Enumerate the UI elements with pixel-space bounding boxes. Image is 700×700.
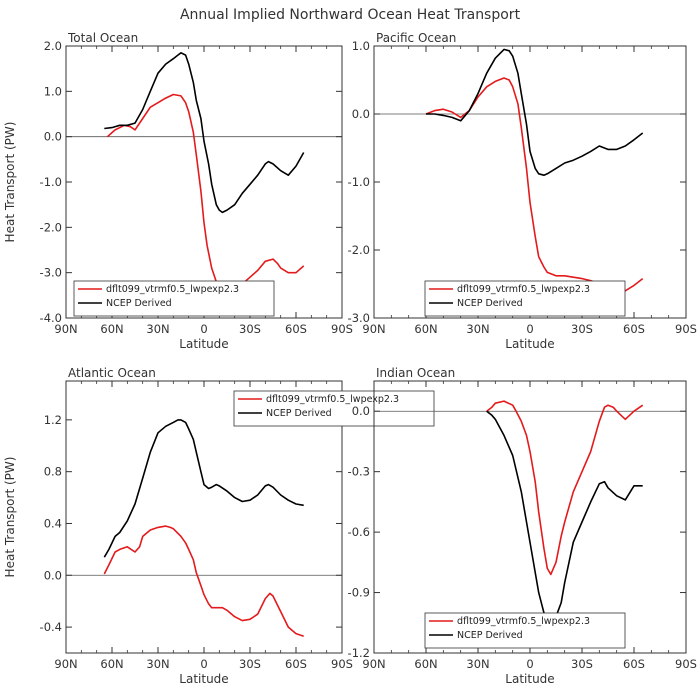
series-line-model <box>486 400 644 576</box>
y-tick-label: -0.3 <box>348 465 370 479</box>
panel-title: Pacific Ocean <box>376 31 456 45</box>
x-tick-label: 0 <box>526 657 533 671</box>
x-tick-label: 90N <box>362 322 385 336</box>
x-tick-label: 90N <box>54 657 77 671</box>
panel-title: Total Ocean <box>67 31 138 45</box>
legend: dflt099_vtrmf0.5_lwpexp2.3 NCEP Derived <box>73 280 275 317</box>
y-tick-label: -3.0 <box>40 266 62 280</box>
legend-box <box>233 390 435 427</box>
x-tick-label: 60S <box>623 322 645 336</box>
legend-entry: dflt099_vtrmf0.5_lwpexp2.3 <box>457 616 590 627</box>
legend-box <box>424 612 626 649</box>
x-axis-label: Latitude <box>505 672 554 686</box>
x-tick-label: 90S <box>675 322 697 336</box>
y-tick-label: -2.0 <box>348 243 370 257</box>
series-line-ncep <box>426 48 644 176</box>
x-tick-label: 90S <box>675 657 697 671</box>
x-tick-label: 30N <box>466 322 489 336</box>
y-tick-label: 1.0 <box>44 84 62 98</box>
legend-entry: dflt099_vtrmf0.5_lwpexp2.3 <box>106 284 239 295</box>
plot-frame <box>65 45 343 319</box>
x-tick-label: 30S <box>239 322 261 336</box>
y-tick-label: 0.0 <box>44 130 62 144</box>
x-tick-label: 30S <box>571 657 593 671</box>
legend-entry: NCEP Derived <box>457 298 523 309</box>
series-line-model <box>425 77 644 294</box>
plot-frame <box>373 45 687 319</box>
legend: dflt099_vtrmf0.5_lwpexp2.3 NCEP Derived <box>424 612 626 649</box>
y-tick-label: 0.8 <box>44 465 62 479</box>
x-tick-label: 30S <box>571 322 593 336</box>
y-tick-label: -0.4 <box>40 620 62 634</box>
legend-box <box>73 280 275 317</box>
y-tick-label: 0.0 <box>352 404 370 418</box>
y-tick-label: -3.0 <box>348 311 370 325</box>
x-axis-label: Latitude <box>505 337 554 351</box>
panel-title: Indian Ocean <box>376 366 455 380</box>
x-tick-label: 60N <box>414 657 437 671</box>
y-tick-label: -4.0 <box>40 311 62 325</box>
panel-pacific: Pacific Ocean 90N 60N 30N 0 30S 60S 90S 1.0 0.0 -1… <box>348 31 697 351</box>
legend-entry: dflt099_vtrmf0.5_lwpexp2.3 <box>457 284 590 295</box>
series-line-ncep <box>103 419 304 558</box>
series-line-model <box>106 93 305 294</box>
y-tick-label: 0.0 <box>44 568 62 582</box>
y-tick-label: 0.0 <box>352 107 370 121</box>
x-tick-label: 90S <box>331 322 353 336</box>
legend-box <box>424 280 626 317</box>
y-tick-label: -1.0 <box>348 175 370 189</box>
x-tick-label: 90S <box>331 657 353 671</box>
x-tick-label: 60N <box>100 322 123 336</box>
x-tick-label: 30N <box>146 657 169 671</box>
x-tick-label: 60S <box>623 657 645 671</box>
x-tick-label: 0 <box>200 322 207 336</box>
x-tick-label: 60N <box>414 322 437 336</box>
panel-title: Atlantic Ocean <box>68 366 156 380</box>
series-line-ncep <box>104 51 305 214</box>
y-tick-label: -0.6 <box>348 525 370 539</box>
y-tick-label: -0.9 <box>348 586 370 600</box>
legend: dflt099_vtrmf0.5_lwpexp2.3 NCEP Derived <box>424 280 626 317</box>
y-axis-label: Heat Transport (PW) <box>3 122 17 243</box>
y-tick-label: 2.0 <box>44 39 62 53</box>
figure-title: Annual Implied Northward Ocean Heat Tran… <box>180 7 521 23</box>
x-tick-label: 90N <box>362 657 385 671</box>
legend-entry: NCEP Derived <box>457 630 523 641</box>
y-tick-label: 1.2 <box>44 413 62 427</box>
y-tick-label: -2.0 <box>40 220 62 234</box>
x-axis-label: Latitude <box>179 672 228 686</box>
panel-atlantic: Atlantic Ocean 90N 60N 30N 0 30S 60S 90S 1.2 0.8 0… <box>3 366 435 686</box>
legend-entry: NCEP Derived <box>106 298 172 309</box>
series-line-model <box>103 525 304 637</box>
x-tick-label: 30N <box>466 657 489 671</box>
y-axis-label: Heat Transport (PW) <box>3 457 17 578</box>
legend-entry: dflt099_vtrmf0.5_lwpexp2.3 <box>266 394 399 405</box>
panel-total: Total Ocean 90N 60N 30N 0 30S 60S 90S 2.0 1.0 0.0 -… <box>3 31 353 351</box>
x-tick-label: 0 <box>200 657 207 671</box>
y-tick-label: -1.0 <box>40 175 62 189</box>
y-tick-label: -1.2 <box>348 646 370 660</box>
x-tick-label: 0 <box>526 322 533 336</box>
legend-entry: NCEP Derived <box>266 408 332 419</box>
y-tick-label: 1.0 <box>352 39 370 53</box>
x-tick-label: 90N <box>54 322 77 336</box>
x-tick-label: 60S <box>285 657 307 671</box>
y-tick-label: 0.4 <box>44 516 62 530</box>
series-line-ncep <box>486 410 643 624</box>
x-tick-label: 60S <box>285 322 307 336</box>
panel-indian: Indian Ocean 90N 60N 30N 0 30S 60S 90S 0.0 -0.3 -0… <box>348 366 697 686</box>
legend: dflt099_vtrmf0.5_lwpexp2.3 NCEP Derived <box>233 390 435 427</box>
x-tick-label: 30S <box>239 657 261 671</box>
x-tick-label: 30N <box>146 322 169 336</box>
x-axis-label: Latitude <box>179 337 228 351</box>
x-tick-label: 60N <box>100 657 123 671</box>
